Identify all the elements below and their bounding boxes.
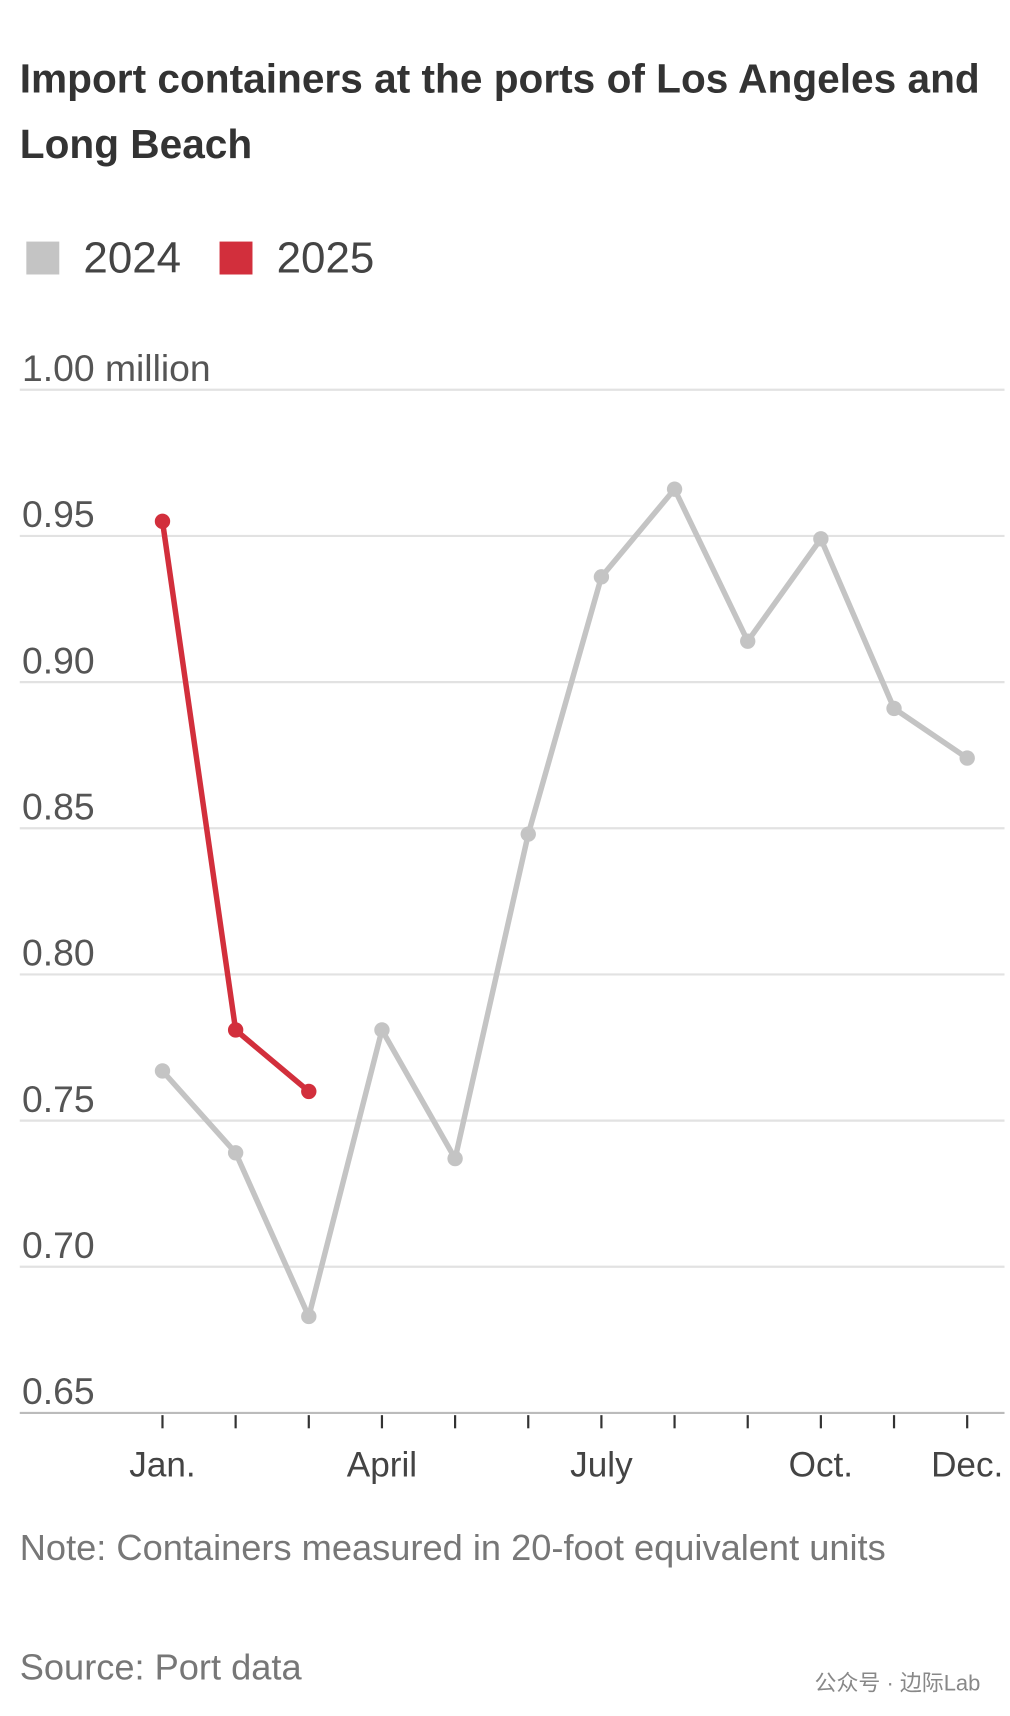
y-tick-label: 1.00 million [22, 347, 211, 389]
watermark: 公众号 · 边际Lab [815, 1671, 981, 1696]
legend-swatch [219, 241, 253, 275]
source: Source: Port data [20, 1647, 303, 1688]
data-point [301, 1308, 317, 1325]
x-tick-label: April [347, 1446, 417, 1485]
y-tick-label: 0.80 [22, 932, 95, 974]
data-point [154, 513, 171, 530]
y-tick-label: 0.70 [22, 1224, 95, 1266]
data-point [301, 1083, 317, 1100]
data-point [154, 1063, 171, 1079]
x-tick-label: July [570, 1446, 633, 1485]
y-tick-label: 0.75 [22, 1078, 95, 1120]
note-box: Note: Containers measured in 20-foot equ… [19, 1527, 886, 1568]
data-point [813, 531, 829, 547]
data-point [740, 633, 756, 649]
title-box: Import containers at the ports of Los An… [19, 56, 980, 167]
data-point [959, 750, 975, 766]
chart-title: Import containers at the ports of Los An… [19, 56, 980, 167]
series-line [159, 520, 311, 1094]
x-tick-label: Dec. [931, 1446, 1003, 1485]
series-line [160, 486, 969, 1320]
data-point [447, 1150, 463, 1167]
y-tick-label: 0.95 [22, 493, 95, 535]
legend-swatch [26, 241, 60, 275]
data-point [227, 1145, 244, 1161]
data-point [666, 481, 683, 497]
legend-label: 2024 [83, 233, 181, 282]
y-tick-label: 0.65 [22, 1370, 95, 1412]
data-point [227, 1022, 244, 1038]
x-tick-label: Jan. [129, 1446, 195, 1485]
note: Note: Containers measured in 20-foot equ… [19, 1527, 886, 1568]
data-point [886, 700, 902, 717]
x-tick-label: Oct. [789, 1446, 853, 1485]
y-tick-label: 0.90 [22, 639, 95, 681]
data-point [593, 569, 610, 585]
legend-label: 2025 [277, 233, 375, 282]
data-point [520, 826, 536, 842]
data-point [374, 1022, 390, 1038]
y-tick-label: 0.85 [22, 785, 95, 827]
